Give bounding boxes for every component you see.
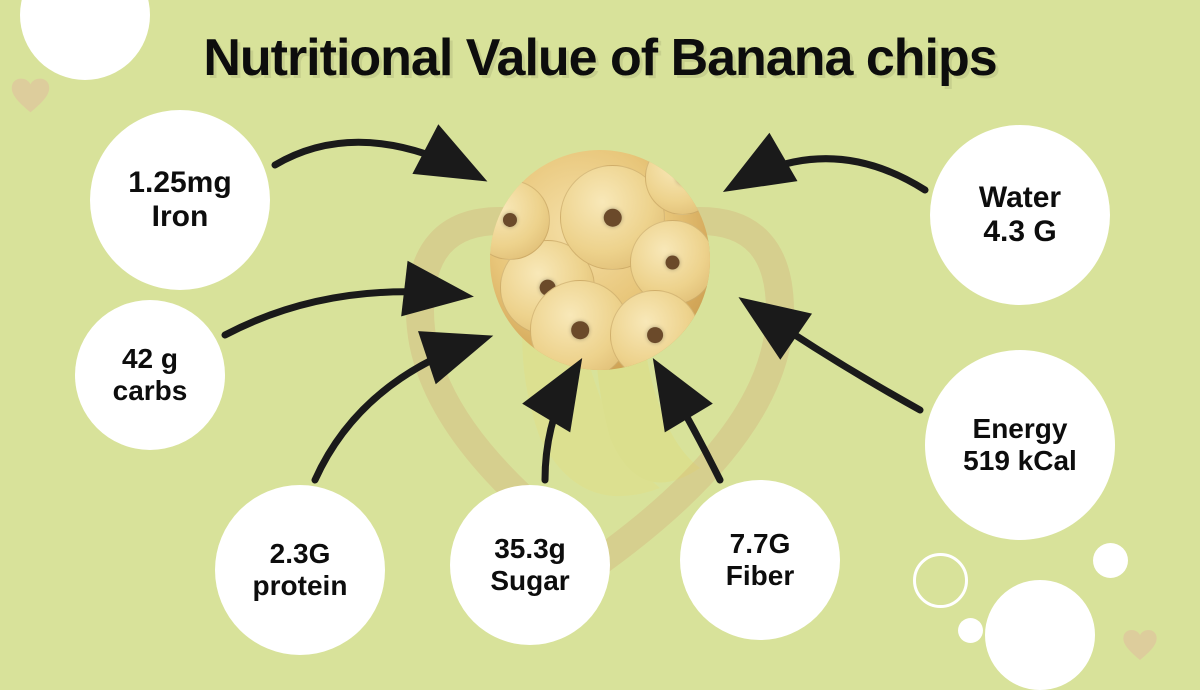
nutrient-value: 7.7G <box>730 528 791 560</box>
deco-circle <box>913 553 968 608</box>
nutrient-label: 519 kCal <box>963 445 1077 477</box>
nutrient-bubble-water: Water4.3 G <box>930 125 1110 305</box>
nutrient-value: 1.25mg <box>128 166 231 201</box>
nutrient-label: Iron <box>152 200 209 235</box>
deco-circle <box>958 618 983 643</box>
nutrient-label: carbs <box>113 375 188 407</box>
banana-chips-image <box>490 150 710 370</box>
nutrient-value: 42 g <box>122 343 178 375</box>
nutrient-bubble-carbs: 42 gcarbs <box>75 300 225 450</box>
deco-circle <box>20 0 150 80</box>
nutrient-label: Fiber <box>726 560 794 592</box>
nutrient-label: Sugar <box>490 565 569 597</box>
nutrient-value: 35.3g <box>494 533 566 565</box>
nutrient-label: 4.3 G <box>983 215 1056 250</box>
deco-circle <box>1093 543 1128 578</box>
nutrient-bubble-protein: 2.3Gprotein <box>215 485 385 655</box>
nutrient-bubble-energy: Energy519 kCal <box>925 350 1115 540</box>
deco-circle <box>985 580 1095 690</box>
nutrient-bubble-sugar: 35.3gSugar <box>450 485 610 645</box>
nutrient-label: protein <box>253 570 348 602</box>
nutrient-bubble-fiber: 7.7GFiber <box>680 480 840 640</box>
deco-heart-icon <box>1120 625 1160 665</box>
nutrient-value: 2.3G <box>270 538 331 570</box>
page-title: Nutritional Value of Banana chips <box>203 28 996 88</box>
nutrient-bubble-iron: 1.25mgIron <box>90 110 270 290</box>
nutrient-value: Water <box>979 181 1061 216</box>
nutrient-value: Energy <box>973 413 1068 445</box>
deco-heart-icon <box>8 73 53 118</box>
